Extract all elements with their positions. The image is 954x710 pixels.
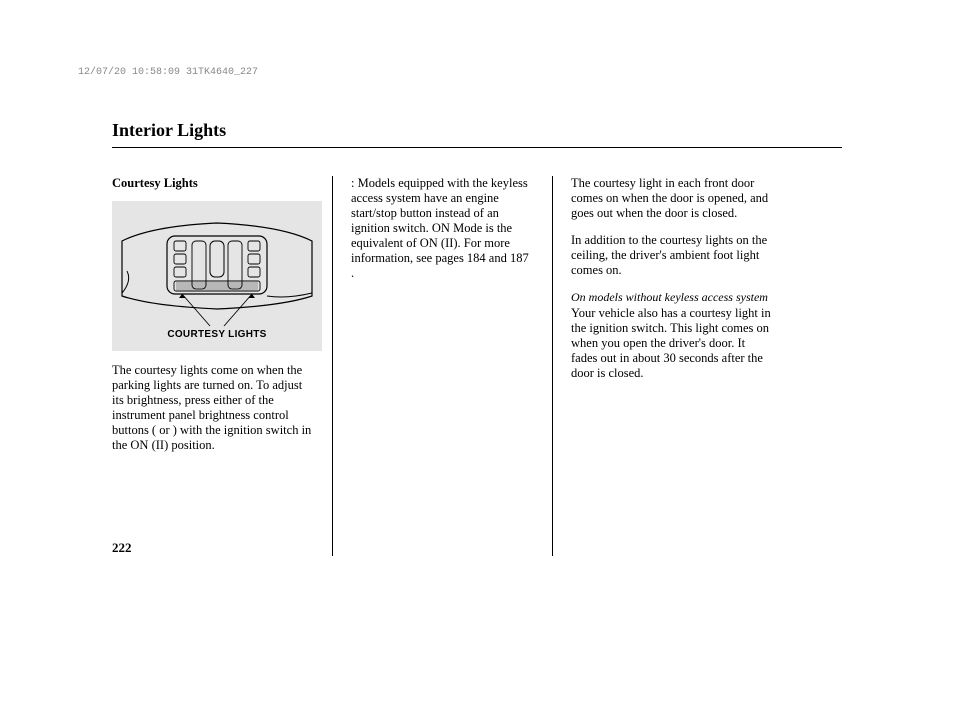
col3-italic-note: On models without keyless access system	[571, 290, 772, 304]
col3-paragraph-3: Your vehicle also has a courtesy light i…	[571, 306, 772, 381]
column-2: : Models equipped with the keyless acces…	[332, 176, 552, 556]
courtesy-lights-diagram: COURTESY LIGHTS	[112, 201, 322, 351]
diagram-label: COURTESY LIGHTS	[112, 329, 322, 341]
page-title: Interior Lights	[112, 120, 842, 148]
col3-paragraph-2: In addition to the courtesy lights on th…	[571, 233, 772, 278]
columns-container: Courtesy Lights	[112, 176, 842, 556]
col2-prefix: :	[351, 176, 354, 190]
col2-text: Models equipped with the keyless access …	[351, 176, 529, 280]
subheading-courtesy-lights: Courtesy Lights	[112, 176, 314, 191]
page-number: 222	[112, 540, 132, 556]
col3-paragraph-1: The courtesy light in each front door co…	[571, 176, 772, 221]
column-3: The courtesy light in each front door co…	[552, 176, 772, 556]
page-content: Interior Lights Courtesy Lights	[112, 120, 842, 556]
timestamp-header: 12/07/20 10:58:09 31TK4640_227	[78, 67, 258, 78]
col1-paragraph: The courtesy lights come on when the par…	[112, 363, 314, 453]
col2-paragraph: : Models equipped with the keyless acces…	[351, 176, 534, 281]
column-1: Courtesy Lights	[112, 176, 332, 556]
